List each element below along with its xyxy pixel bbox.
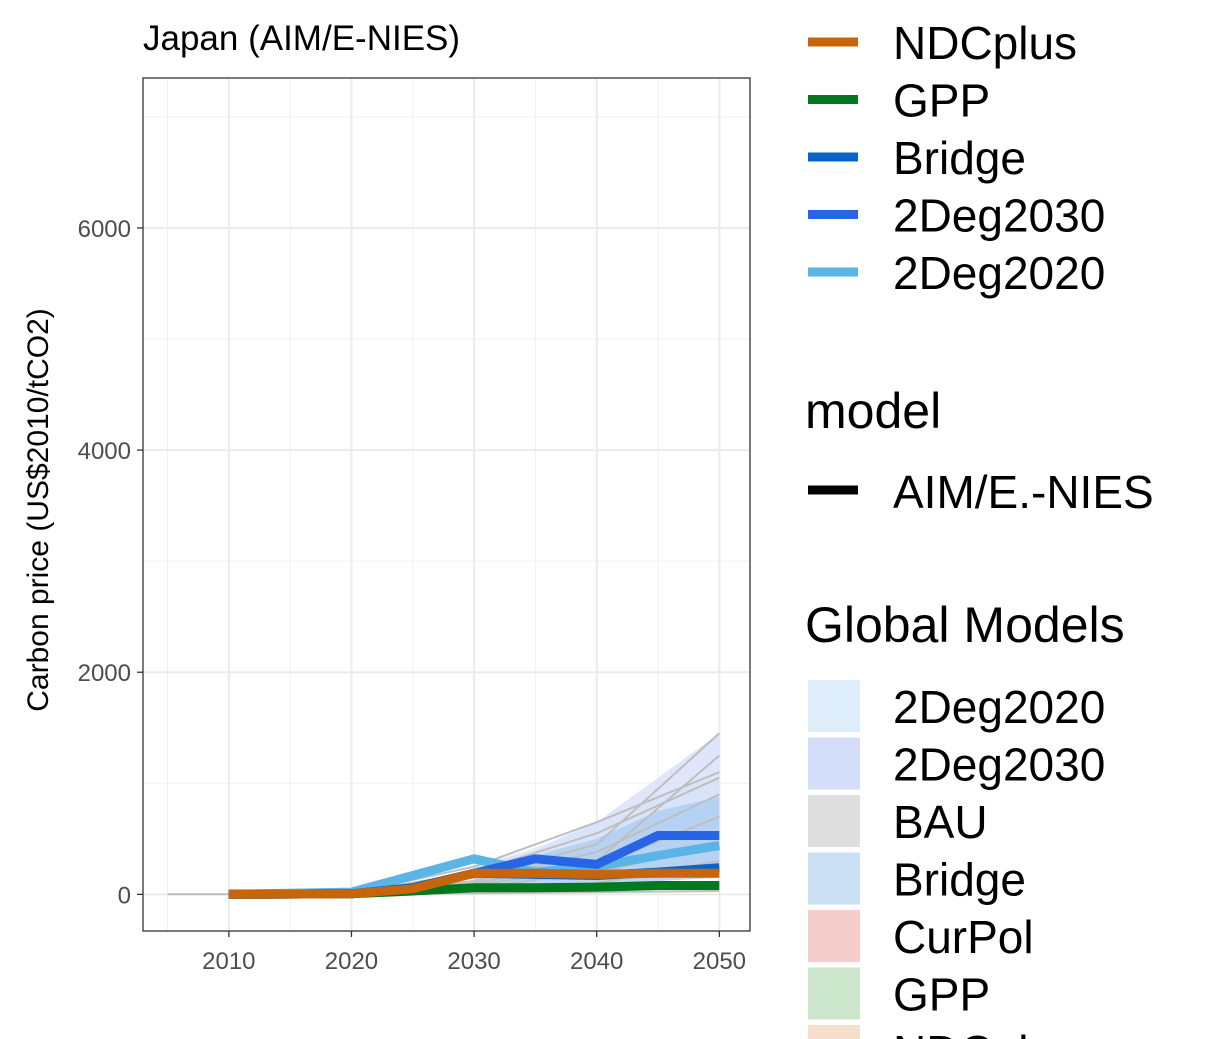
- legend-label: 2Deg2030: [893, 190, 1105, 242]
- legend-label: 2Deg2020: [893, 247, 1105, 299]
- legend-swatch-2deg2030: [808, 737, 860, 790]
- y-tick-label: 4000: [78, 438, 131, 465]
- plot-border: [142, 77, 751, 932]
- legend-swatch-curpol: [808, 910, 860, 962]
- x-tick-label: 2030: [447, 948, 500, 975]
- x-tick-label: 2040: [570, 948, 623, 975]
- series-line-ndcplus: [228, 868, 720, 899]
- legend-label: CurPol: [893, 911, 1034, 963]
- legend-swatch-gpp: [808, 967, 860, 1020]
- legend-label: GPP: [893, 969, 990, 1021]
- y-axis-label: Carbon price (US$2010/tCO2): [22, 308, 55, 712]
- legend-swatch-ndcplus: [808, 1025, 860, 1039]
- legend-label: BAU: [893, 796, 988, 848]
- legend-swatch-bau: [808, 795, 860, 847]
- x-tick-label: 2050: [693, 948, 746, 975]
- legend-label: Bridge: [893, 132, 1026, 184]
- legend-label: GPP: [893, 75, 990, 127]
- legend-swatch-2deg2020: [808, 680, 860, 732]
- x-tick-label: 2010: [202, 948, 255, 975]
- x-axis: 2010 2020 2030 2040 2050: [202, 931, 746, 975]
- y-tick-label: 0: [118, 882, 131, 909]
- x-tick-label: 2020: [325, 948, 378, 975]
- legend-label: 2Deg2020: [893, 681, 1105, 733]
- legend-label: Bridge: [893, 854, 1026, 906]
- y-tick-label: 6000: [78, 216, 131, 243]
- legend-title-global-models: Global Models: [805, 597, 1125, 653]
- legend-label: 2Deg2030: [893, 739, 1105, 791]
- global-model-line: [351, 776, 720, 895]
- legend: NDCplusGPPBridge2Deg20302Deg2020modelAIM…: [805, 17, 1154, 1039]
- legend-swatch-bridge: [808, 852, 860, 905]
- legend-title-model: model: [805, 383, 941, 439]
- chart-title: Japan (AIM/E-NIES): [143, 19, 460, 58]
- legend-label: NDCplus: [893, 1026, 1077, 1039]
- scenario-lines: [228, 831, 721, 899]
- legend-label: AIM/E.-NIES: [893, 466, 1154, 518]
- y-axis: 0 2000 4000 6000: [78, 216, 143, 909]
- y-tick-label: 2000: [78, 660, 131, 687]
- legend-label: NDCplus: [893, 17, 1077, 69]
